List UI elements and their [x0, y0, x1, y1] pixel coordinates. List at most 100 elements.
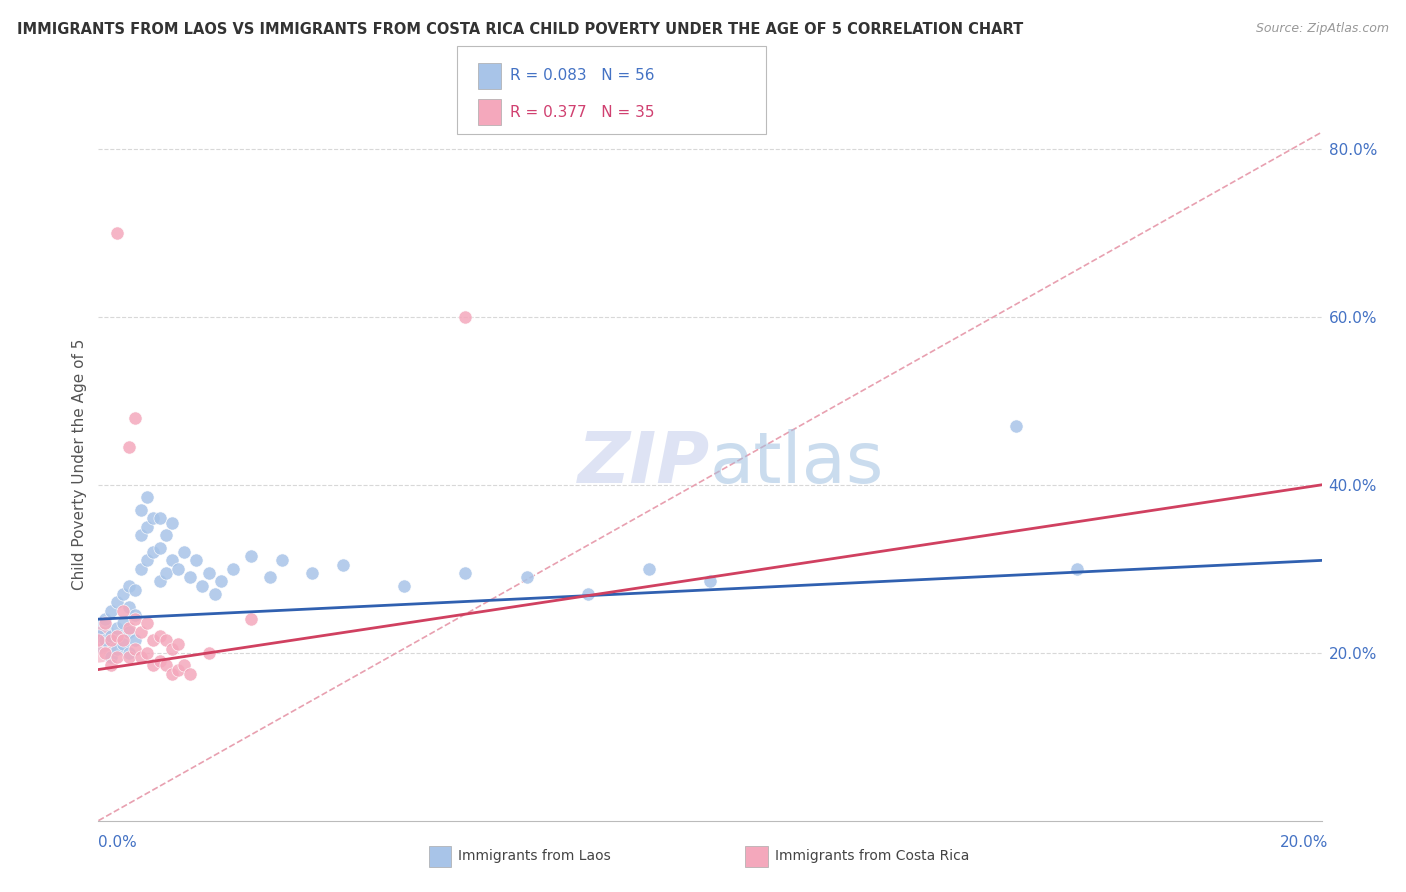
- Point: [155, 633, 177, 648]
- Point: [240, 612, 263, 626]
- Point: [204, 587, 226, 601]
- Point: [118, 440, 141, 454]
- Point: [149, 541, 172, 555]
- Point: [100, 633, 122, 648]
- Point: [87, 633, 110, 648]
- Point: [105, 649, 128, 664]
- Point: [124, 582, 146, 597]
- Text: Immigrants from Costa Rica: Immigrants from Costa Rica: [775, 849, 969, 863]
- Point: [142, 658, 165, 673]
- Point: [87, 637, 110, 651]
- Point: [179, 666, 201, 681]
- Point: [105, 629, 128, 643]
- Point: [111, 587, 134, 601]
- Text: R = 0.083   N = 56: R = 0.083 N = 56: [510, 69, 655, 84]
- Point: [100, 604, 122, 618]
- Point: [160, 641, 183, 656]
- Point: [173, 545, 195, 559]
- Point: [454, 310, 477, 324]
- Point: [100, 658, 122, 673]
- Text: R = 0.377   N = 35: R = 0.377 N = 35: [510, 104, 655, 120]
- Point: [155, 658, 177, 673]
- Point: [637, 562, 661, 576]
- Point: [155, 528, 177, 542]
- Point: [118, 646, 141, 660]
- Point: [124, 607, 146, 622]
- Point: [118, 624, 141, 639]
- Point: [87, 629, 110, 643]
- Point: [93, 646, 115, 660]
- Point: [118, 599, 141, 614]
- Point: [576, 587, 599, 601]
- Point: [259, 570, 281, 584]
- Point: [191, 578, 214, 592]
- Point: [1004, 419, 1026, 434]
- Point: [93, 612, 115, 626]
- Point: [136, 520, 159, 534]
- Point: [129, 649, 152, 664]
- Point: [136, 553, 159, 567]
- Point: [167, 663, 190, 677]
- Point: [222, 562, 245, 576]
- Point: [392, 578, 416, 592]
- Point: [197, 566, 219, 580]
- Point: [136, 616, 159, 631]
- Point: [105, 621, 128, 635]
- Point: [111, 616, 134, 631]
- Y-axis label: Child Poverty Under the Age of 5: Child Poverty Under the Age of 5: [72, 338, 87, 590]
- Point: [129, 624, 152, 639]
- Text: 0.0%: 0.0%: [98, 836, 138, 850]
- Point: [129, 503, 152, 517]
- Point: [105, 641, 128, 656]
- Point: [149, 511, 172, 525]
- Point: [129, 562, 152, 576]
- Text: ZIP: ZIP: [578, 429, 710, 499]
- Point: [332, 558, 354, 572]
- Point: [167, 637, 190, 651]
- Point: [1066, 562, 1088, 576]
- Point: [270, 553, 292, 567]
- Point: [197, 646, 219, 660]
- Text: Immigrants from Laos: Immigrants from Laos: [458, 849, 612, 863]
- Point: [124, 410, 146, 425]
- Point: [100, 629, 122, 643]
- Text: atlas: atlas: [710, 429, 884, 499]
- Point: [209, 574, 232, 589]
- Point: [179, 570, 201, 584]
- Point: [111, 637, 134, 651]
- Point: [160, 516, 183, 530]
- Point: [93, 616, 115, 631]
- Point: [87, 629, 110, 643]
- Point: [149, 654, 172, 668]
- Point: [118, 649, 141, 664]
- Point: [142, 545, 165, 559]
- Point: [118, 578, 141, 592]
- Point: [105, 595, 128, 609]
- Point: [149, 629, 172, 643]
- Point: [136, 646, 159, 660]
- Text: IMMIGRANTS FROM LAOS VS IMMIGRANTS FROM COSTA RICA CHILD POVERTY UNDER THE AGE O: IMMIGRANTS FROM LAOS VS IMMIGRANTS FROM …: [17, 22, 1024, 37]
- Point: [111, 633, 134, 648]
- Point: [454, 566, 477, 580]
- Point: [699, 574, 721, 589]
- Text: 20.0%: 20.0%: [1281, 836, 1329, 850]
- Point: [105, 226, 128, 240]
- Point: [124, 612, 146, 626]
- Point: [160, 553, 183, 567]
- Point: [186, 553, 208, 567]
- Point: [160, 666, 183, 681]
- Point: [142, 511, 165, 525]
- Text: Source: ZipAtlas.com: Source: ZipAtlas.com: [1256, 22, 1389, 36]
- Point: [118, 621, 141, 635]
- Point: [516, 570, 538, 584]
- Point: [124, 633, 146, 648]
- Point: [301, 566, 323, 580]
- Point: [155, 566, 177, 580]
- Point: [111, 604, 134, 618]
- Point: [240, 549, 263, 564]
- Point: [93, 633, 115, 648]
- Point: [136, 491, 159, 505]
- Point: [167, 562, 190, 576]
- Point: [100, 649, 122, 664]
- Point: [142, 633, 165, 648]
